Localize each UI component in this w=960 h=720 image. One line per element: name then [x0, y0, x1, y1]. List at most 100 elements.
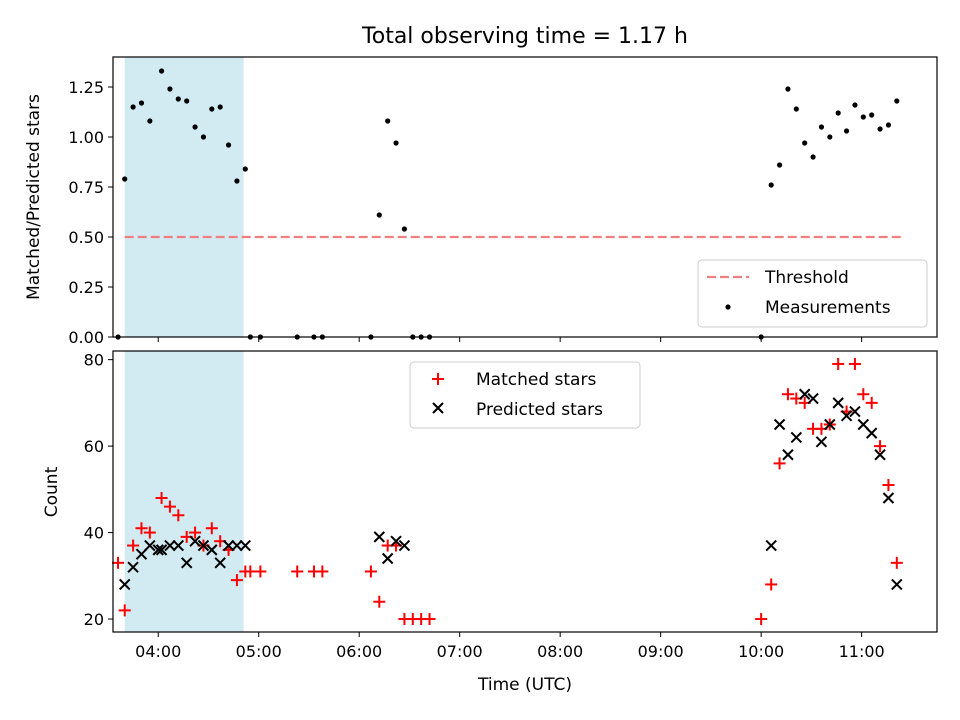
- predicted-star-marker: [807, 392, 819, 405]
- predicted-star-marker: [874, 449, 886, 461]
- predicted-star-marker: [239, 539, 252, 552]
- measurement-point: [217, 104, 223, 110]
- measurement-point: [793, 106, 799, 112]
- predicted-star-marker: [155, 544, 168, 556]
- count-x-tick-label: 09:00: [638, 642, 684, 661]
- count-x-tick-label: 05:00: [236, 642, 282, 661]
- ratio-y-tick-label: 1.25: [68, 78, 104, 97]
- predicted-star-marker: [381, 552, 394, 565]
- predicted-star-marker: [231, 539, 243, 552]
- predicted-star-marker: [840, 410, 853, 422]
- predicted-star-marker: [222, 539, 235, 552]
- matched-star-marker: [135, 522, 148, 535]
- predicted-star-marker: [180, 557, 193, 569]
- measurement-point: [192, 124, 198, 130]
- ratio-panel: 0.00 0.25 0.50 0.75 1.00 1.25 Matched/Predict…: [24, 56, 938, 347]
- count-x-tick-label: 04:00: [135, 642, 181, 661]
- predicted-star-marker: [798, 388, 811, 400]
- predicted-star-marker: [373, 531, 385, 543]
- matched-star-marker: [205, 522, 218, 535]
- measurement-point: [843, 128, 850, 134]
- measurement-point: [130, 104, 136, 110]
- ratio-legend: Threshold Measurements: [697, 259, 928, 328]
- matched-star-marker: [364, 565, 377, 578]
- measurement-point: [835, 110, 841, 116]
- measurement-point: [385, 118, 391, 124]
- measurement-point: [852, 102, 858, 108]
- count-legend: Matched stars Predicted stars: [409, 361, 641, 429]
- measurement-point: [225, 142, 232, 148]
- predicted-star-marker: [398, 539, 411, 552]
- predicted-star-marker: [214, 557, 226, 569]
- observing-window-shade: [124, 351, 244, 632]
- matched-star-marker: [143, 526, 156, 539]
- predicted-star-marker: [857, 418, 870, 431]
- legend-measurement-swatch: [725, 304, 731, 310]
- predicted-star-marker: [152, 544, 164, 556]
- measurement-point: [175, 96, 181, 102]
- count-y-axis-label: Count: [42, 466, 62, 517]
- predicted-star-marker: [135, 548, 148, 560]
- predicted-star-marker: [891, 578, 903, 591]
- measurement-point: [184, 98, 190, 104]
- count-panel-frame: [112, 350, 938, 633]
- measurement-point: [860, 114, 866, 120]
- predicted-star-marker: [865, 427, 878, 439]
- measurement-point: [167, 86, 173, 92]
- ratio-panel-frame: [112, 56, 938, 338]
- predicted-star-marker: [773, 418, 786, 431]
- predicted-star-marker: [127, 561, 139, 573]
- x-axis-label: Time (UTC): [477, 675, 572, 695]
- measurement-point: [810, 154, 816, 160]
- predicted-star-marker: [882, 492, 895, 504]
- chart-title: Total observing time = 1.17 h: [361, 24, 688, 49]
- ratio-y-tick-label: 0.50: [68, 228, 104, 247]
- matched-star-marker: [244, 565, 257, 578]
- measurement-point: [401, 226, 408, 232]
- ratio-y-axis-label: Matched/Predicted stars: [24, 94, 44, 300]
- matched-star-marker: [857, 388, 870, 401]
- legend-predicted-swatch: [432, 402, 444, 414]
- count-panel: 20 40 60 80 04:00 05:00 06:00 07:00 08:00 09:00 10…: [42, 350, 938, 695]
- predicted-star-marker: [824, 418, 836, 431]
- measurement-point: [894, 98, 900, 104]
- predicted-star-marker: [144, 539, 156, 552]
- measurement-point: [147, 118, 153, 124]
- measurement-point: [158, 68, 165, 74]
- matched-star-marker: [118, 604, 131, 617]
- legend-predicted-label: Predicted stars: [476, 400, 603, 420]
- count-x-tick-label: 10:00: [738, 642, 784, 661]
- measurement-point: [393, 140, 399, 146]
- matched-star-marker: [755, 613, 768, 626]
- matched-star-marker: [865, 396, 878, 409]
- matched-star-marker: [172, 509, 185, 522]
- predicted-star-marker: [790, 431, 803, 444]
- matched-star-marker: [423, 613, 436, 626]
- ratio-y-tick-label: 0.00: [68, 328, 104, 347]
- predicted-star-marker: [172, 539, 185, 552]
- measurement-point: [885, 122, 892, 128]
- measurement-point: [234, 178, 240, 184]
- predicted-star-marker: [119, 578, 131, 591]
- matched-star-marker: [155, 491, 168, 504]
- predicted-star-marker: [189, 535, 201, 547]
- measurement-point: [785, 86, 791, 92]
- predicted-star-marker: [197, 539, 210, 552]
- measurement-point: [827, 134, 833, 140]
- count-y-tick-label: 60: [84, 437, 104, 456]
- count-x-tick-label: 07:00: [437, 642, 483, 661]
- legend-measurement-label: Measurements: [765, 298, 891, 318]
- measurement-point: [122, 176, 128, 182]
- ratio-y-tick-label: 1.00: [68, 128, 104, 147]
- matched-star-marker: [127, 539, 140, 552]
- measurement-point: [376, 212, 382, 218]
- measurement-point: [869, 112, 875, 118]
- matched-star-marker: [832, 357, 845, 370]
- matched-star-marker: [874, 440, 887, 453]
- ratio-y-tick-label: 0.25: [68, 278, 104, 297]
- matched-star-marker: [773, 457, 786, 470]
- predicted-star-marker: [206, 544, 218, 556]
- legend-threshold-label: Threshold: [764, 268, 849, 288]
- matched-star-marker: [230, 574, 243, 587]
